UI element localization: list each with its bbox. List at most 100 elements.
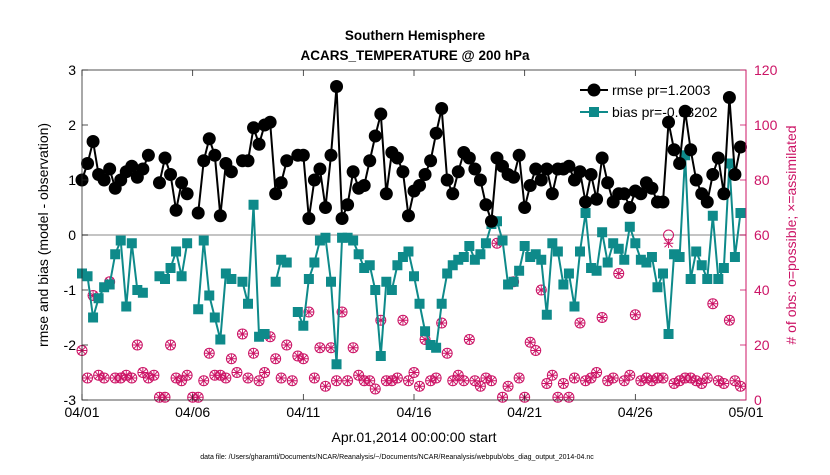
y-axis-right-label: # of obs: o=possible; ×=assimilated <box>783 125 799 344</box>
bias-point <box>82 271 93 282</box>
bias-point <box>209 312 220 323</box>
bias-point <box>458 252 469 262</box>
obs-assimilated-marker <box>326 342 336 353</box>
rmse-point <box>717 187 731 201</box>
obs-possible-marker <box>159 391 171 403</box>
bias-point <box>586 263 597 273</box>
rmse-series-layer <box>75 80 747 228</box>
obs-assimilated-marker <box>464 334 475 345</box>
obs-possible-marker <box>646 375 658 387</box>
bias-point <box>215 334 226 345</box>
obs-possible-marker <box>308 372 320 384</box>
bias-point <box>597 227 608 238</box>
obs-possible-marker <box>369 383 381 395</box>
obs-possible-marker <box>297 353 309 365</box>
rmse-point <box>667 143 681 157</box>
rmse-point <box>507 170 521 184</box>
obs-assimilated-marker <box>293 351 303 361</box>
obs-possible-marker <box>607 372 619 384</box>
obs-possible-marker <box>718 378 730 389</box>
bias-point <box>397 252 408 262</box>
obs-assimilated-marker <box>719 378 729 389</box>
obs-assimilated-marker <box>542 378 552 389</box>
bias-point <box>171 246 182 257</box>
axes-layer: -3 -2 -1 0 1 2 3 0 20 40 60 80 100 120 04/01 04/06 04/11… <box>64 62 778 420</box>
rmse-point <box>346 165 360 179</box>
obs-assimilated-marker <box>431 373 441 383</box>
obs-assimilated-marker <box>630 309 641 320</box>
obs-assimilated-marker <box>514 373 524 383</box>
obs-assimilated-marker <box>696 378 707 389</box>
bias-point <box>569 301 580 312</box>
rmse-point <box>296 148 310 162</box>
obs-assimilated-marker <box>691 375 701 386</box>
obs-possible-marker <box>530 345 542 356</box>
bias-point <box>320 232 331 243</box>
bias-point <box>646 252 657 262</box>
rmse-point <box>368 129 382 143</box>
obs-possible-marker <box>657 372 669 384</box>
obs-assimilated-marker <box>248 348 259 359</box>
obs-assimilated-marker <box>93 370 104 381</box>
obs-possible-marker <box>441 347 453 359</box>
obs-assimilated-marker <box>132 340 143 350</box>
obs-assimilated-marker <box>176 375 187 386</box>
obs-assimilated-marker <box>287 375 298 386</box>
bias-point <box>696 260 707 271</box>
obs-possible-marker <box>624 369 636 381</box>
obs-assimilated-marker <box>370 384 381 394</box>
bias-point <box>674 252 685 262</box>
rmse-point <box>446 187 460 201</box>
obs-assimilated-marker <box>447 375 458 386</box>
bias-point <box>243 298 253 309</box>
obs-possible-marker <box>319 380 331 392</box>
obs-assimilated-marker <box>259 367 270 378</box>
obs-assimilated-marker <box>320 381 331 392</box>
rmse-point <box>534 173 548 187</box>
obs-assimilated-marker <box>564 392 574 403</box>
obs-assimilated-marker <box>475 381 486 392</box>
bias-point <box>348 235 359 246</box>
obs-possible-marker <box>220 372 232 384</box>
obs-assimilated-marker <box>387 375 397 386</box>
obs-assimilated-marker <box>680 373 690 383</box>
rmse-point <box>81 157 95 170</box>
rmse-point <box>125 159 139 173</box>
obs-assimilated-marker <box>337 307 347 317</box>
obs-possible-marker <box>115 372 127 384</box>
bias-point <box>115 235 126 246</box>
bias-point <box>707 210 718 221</box>
obs-possible-marker <box>541 378 553 389</box>
bias-point <box>608 238 619 249</box>
bias-point <box>403 246 414 257</box>
rmse-point <box>263 115 277 129</box>
obs-possible-marker <box>286 375 298 387</box>
obs-possible-marker <box>126 372 138 384</box>
obs-possible-marker <box>436 317 448 329</box>
rmse-point <box>330 80 344 93</box>
rmse-point <box>241 154 255 168</box>
y-axis-left-label: rmse and bias (model - observation) <box>35 123 51 347</box>
legend-bias-label: bias pr=-0.63202 <box>612 104 718 120</box>
rmse-point <box>573 165 587 179</box>
bias-point <box>137 287 148 298</box>
obs-assimilated-marker <box>486 375 497 386</box>
rmse-point <box>269 187 283 201</box>
bias-point <box>110 249 121 260</box>
obs-assimilated-marker <box>436 318 447 328</box>
obs-assimilated-marker <box>459 375 469 386</box>
obs-possible-marker <box>546 369 558 381</box>
bias-point <box>160 274 170 284</box>
bias-point <box>663 329 674 339</box>
bias-point <box>453 254 464 265</box>
rmse-point <box>363 154 377 168</box>
obs-assimilated-marker <box>315 342 325 353</box>
obs-assimilated-marker <box>586 373 596 383</box>
obs-possible-marker <box>214 369 226 381</box>
rmse-point <box>341 198 355 212</box>
chart-legend: rmse pr=1.2003 bias pr=-0.63202 <box>580 82 718 120</box>
obs-possible-marker <box>176 375 188 387</box>
bias-point <box>409 271 419 282</box>
obs-possible-marker <box>364 375 376 387</box>
